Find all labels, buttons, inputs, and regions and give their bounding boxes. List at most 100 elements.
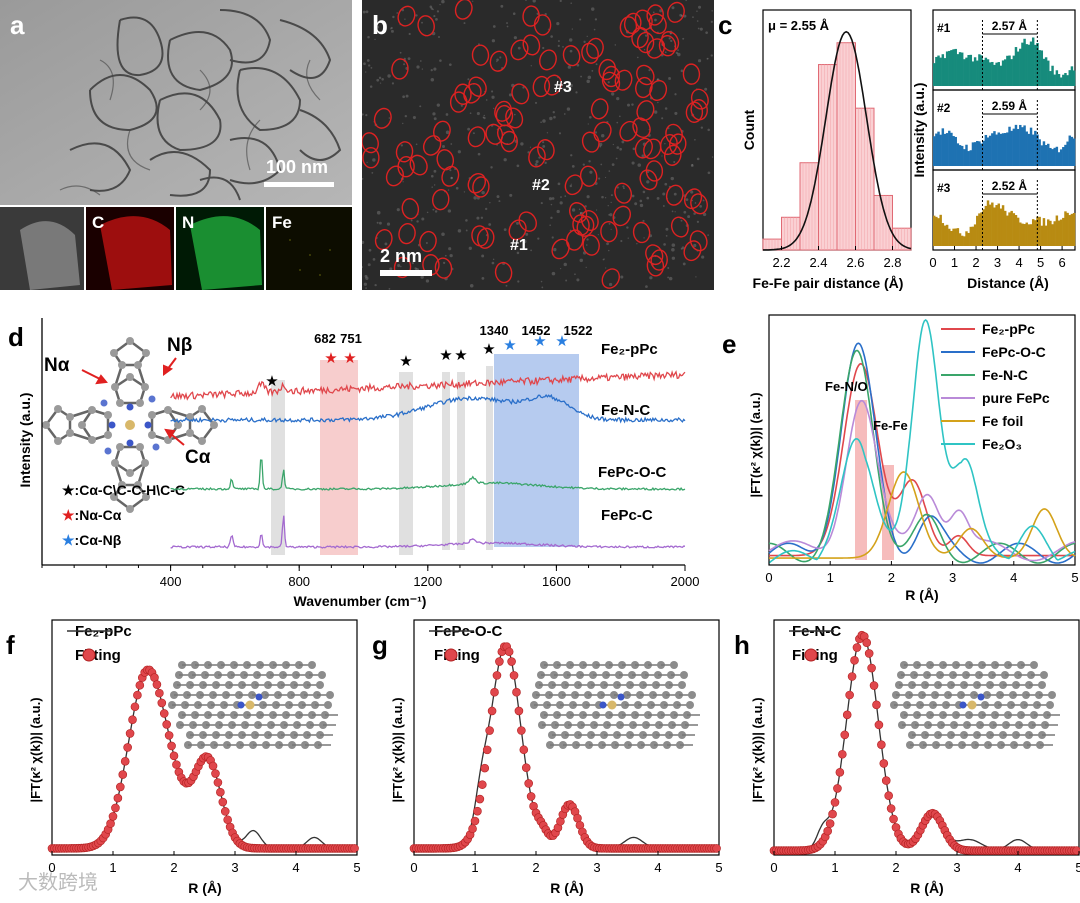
trace-bar	[1057, 220, 1061, 246]
trace-bar	[1029, 224, 1033, 246]
trace-bar	[1006, 215, 1009, 246]
fit-point	[155, 688, 164, 698]
label-n-alpha: Nα	[44, 355, 70, 376]
fit-point	[211, 769, 220, 778]
fit-point	[526, 792, 536, 801]
fit-point	[208, 761, 218, 771]
trace-bar	[1049, 220, 1052, 246]
fit-point	[157, 698, 167, 708]
trace-bar	[1029, 127, 1033, 166]
fe-site-circle	[518, 211, 537, 232]
fe-site-circle	[632, 117, 651, 138]
fit-point	[480, 763, 490, 773]
trace-bar	[941, 54, 945, 86]
fe-site-circle	[397, 5, 416, 27]
fit-point	[830, 798, 840, 807]
fit-point	[169, 751, 179, 761]
trace-bar	[999, 65, 1003, 86]
trace-bar	[954, 228, 957, 246]
ann-fe-n-o: Fe-N/O	[825, 379, 868, 394]
map-label-n: N	[182, 213, 194, 232]
trace-bar	[976, 140, 979, 166]
fe-site-circle	[391, 58, 409, 80]
fe-site-circle	[619, 120, 638, 142]
trace-bar	[950, 50, 953, 86]
fit-tick-label: 1	[831, 860, 838, 875]
fe-site-circle	[471, 44, 490, 66]
fe-site-circle	[636, 64, 655, 86]
fit-tick-label: 4	[654, 860, 661, 875]
site-label-2: #2	[532, 177, 550, 194]
trace-bar	[1070, 136, 1074, 166]
trace-bar	[982, 140, 985, 166]
trace-bar	[960, 52, 964, 86]
trace-bar	[973, 224, 977, 246]
trace-bar	[952, 136, 955, 166]
exafs-tick-label: 1	[827, 570, 834, 585]
trace-bar	[997, 132, 1000, 166]
fe-site-circle	[401, 198, 420, 220]
trace-bar	[1055, 215, 1059, 246]
trace-bar	[1025, 222, 1028, 246]
trace-bar	[956, 228, 960, 246]
fit-point	[162, 720, 171, 729]
fit-tick-label: 1	[109, 860, 116, 875]
fit-point	[869, 681, 879, 690]
trace-bar	[1031, 37, 1035, 86]
fit-point	[509, 671, 519, 680]
fit-tick-label: 2	[170, 860, 177, 875]
fe-site-circle	[645, 160, 664, 182]
fit-point	[128, 715, 137, 724]
trace-bar	[1014, 124, 1018, 166]
exafs-tick-label: 2	[888, 570, 895, 585]
fit-point	[218, 797, 228, 807]
trace-bar	[948, 228, 951, 246]
fe-site-circle	[586, 37, 604, 59]
site-label-1: #1	[510, 237, 528, 254]
trace-bar	[988, 135, 992, 166]
panel-g-svg: g FePc-O-C Fitting |FT(κ² χ(k))| (a.u.) …	[372, 619, 723, 896]
fit-point	[879, 759, 889, 768]
fe-site-circle	[646, 4, 664, 26]
fe-site-circle	[663, 144, 682, 166]
exafs-tick-label: 4	[1010, 570, 1017, 585]
trace-bar	[1040, 145, 1044, 166]
trace-tick-label: 5	[1037, 255, 1044, 270]
fit-point	[468, 824, 477, 834]
svg-text:★: ★	[343, 350, 356, 367]
fit-point	[507, 657, 516, 666]
trace-bar	[963, 149, 966, 166]
trace-bar	[958, 145, 962, 166]
fe-site-circle	[646, 255, 665, 277]
fe-site-circle	[582, 234, 600, 256]
haadf-image: #3 #2 #1 2 nm b	[360, 0, 714, 290]
trace-bar	[971, 226, 975, 246]
structure-model	[890, 661, 1060, 749]
trace-bar	[980, 212, 983, 246]
fit-point	[864, 649, 874, 658]
trace-id: #2	[937, 101, 951, 115]
fit-point	[487, 706, 497, 716]
trace-bar	[1038, 50, 1041, 86]
panel-letter-c: c	[718, 10, 732, 40]
trace-bar	[954, 48, 957, 86]
fit-point	[478, 780, 487, 789]
trace-bar	[995, 134, 998, 166]
series-label-fenc: Fe-N-C	[601, 402, 650, 419]
trace-bar	[939, 134, 942, 166]
trace-bar	[976, 60, 979, 86]
trace-bar	[1019, 124, 1022, 166]
panel-b: #3 #2 #1 2 nm b	[360, 0, 714, 290]
ann-fe-fe: Fe-Fe	[873, 418, 908, 433]
fit-point	[840, 730, 850, 740]
trace-bar	[1036, 216, 1039, 246]
trace-bar	[1010, 210, 1013, 246]
fe-site-circle	[508, 219, 527, 241]
trace-bar	[945, 133, 949, 166]
fit-point	[514, 706, 524, 716]
structure-model	[168, 661, 338, 749]
fe-site-circle	[494, 100, 512, 122]
fe-site-circle	[471, 225, 489, 247]
trace-bar	[967, 232, 970, 246]
panel-h-svg: h Fe-N-C Fitting |FT(κ² χ(k))| (a.u.) R …	[734, 619, 1080, 896]
